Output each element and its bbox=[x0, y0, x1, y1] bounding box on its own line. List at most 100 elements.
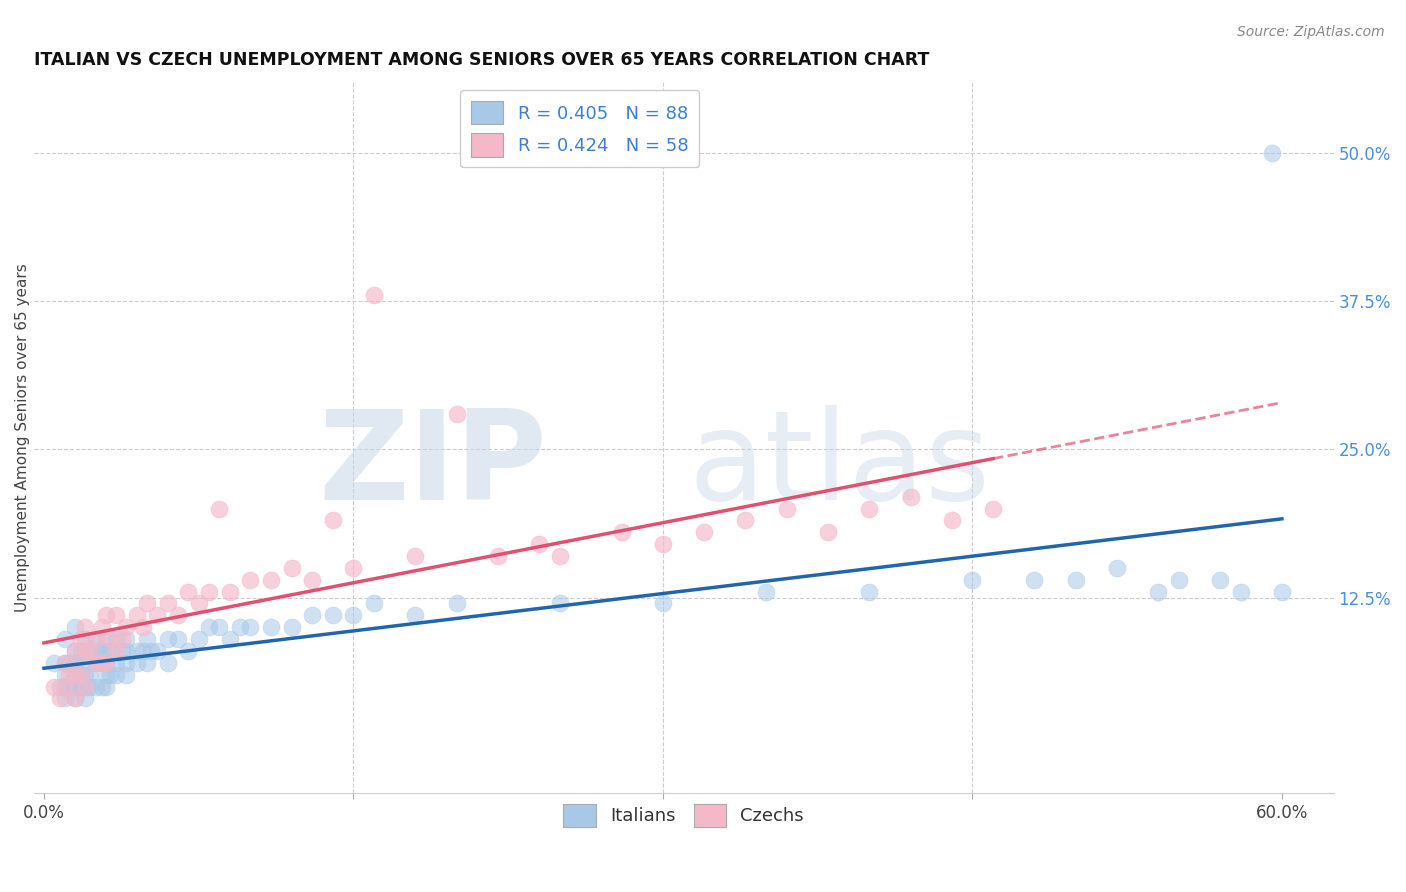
Point bbox=[75, 644, 97, 658]
Point bbox=[75, 680, 97, 694]
Point bbox=[75, 644, 97, 658]
Point bbox=[941, 513, 963, 527]
Point bbox=[301, 608, 323, 623]
Point bbox=[58, 680, 80, 694]
Point bbox=[342, 561, 364, 575]
Point bbox=[1105, 561, 1128, 575]
Point bbox=[208, 501, 231, 516]
Point bbox=[146, 608, 169, 623]
Point bbox=[156, 632, 179, 646]
Point bbox=[115, 632, 138, 646]
Point bbox=[527, 537, 550, 551]
Point bbox=[79, 644, 101, 658]
Point bbox=[167, 608, 190, 623]
Point bbox=[776, 501, 799, 516]
Point bbox=[49, 680, 72, 694]
Point bbox=[115, 656, 138, 670]
Point bbox=[981, 501, 1004, 516]
Point bbox=[105, 632, 128, 646]
Point bbox=[280, 620, 302, 634]
Point bbox=[239, 620, 262, 634]
Point bbox=[63, 667, 86, 681]
Point bbox=[94, 644, 117, 658]
Point bbox=[548, 597, 571, 611]
Text: Source: ZipAtlas.com: Source: ZipAtlas.com bbox=[1237, 25, 1385, 39]
Point bbox=[105, 608, 128, 623]
Point bbox=[94, 608, 117, 623]
Point bbox=[84, 644, 107, 658]
Point bbox=[84, 680, 107, 694]
Point bbox=[363, 288, 385, 302]
Point bbox=[1209, 573, 1232, 587]
Point bbox=[98, 644, 121, 658]
Point bbox=[652, 537, 675, 551]
Point bbox=[63, 691, 86, 706]
Point bbox=[187, 597, 209, 611]
Point bbox=[115, 667, 138, 681]
Point bbox=[53, 680, 76, 694]
Point bbox=[111, 644, 134, 658]
Point bbox=[63, 667, 86, 681]
Point bbox=[84, 656, 107, 670]
Point bbox=[156, 656, 179, 670]
Point bbox=[156, 597, 179, 611]
Point bbox=[652, 597, 675, 611]
Point bbox=[167, 632, 190, 646]
Point bbox=[132, 620, 155, 634]
Point bbox=[260, 573, 283, 587]
Point bbox=[342, 608, 364, 623]
Point bbox=[1167, 573, 1189, 587]
Point bbox=[446, 407, 468, 421]
Point bbox=[70, 667, 93, 681]
Point bbox=[858, 501, 880, 516]
Point bbox=[90, 680, 112, 694]
Point bbox=[187, 632, 209, 646]
Point bbox=[53, 667, 76, 681]
Point bbox=[79, 680, 101, 694]
Point bbox=[125, 608, 148, 623]
Point bbox=[1271, 584, 1294, 599]
Point bbox=[98, 632, 121, 646]
Point bbox=[58, 667, 80, 681]
Point bbox=[1229, 584, 1251, 599]
Point bbox=[755, 584, 778, 599]
Point bbox=[44, 656, 66, 670]
Point bbox=[63, 644, 86, 658]
Text: ZIP: ZIP bbox=[318, 405, 547, 526]
Point bbox=[962, 573, 984, 587]
Point bbox=[115, 644, 138, 658]
Point bbox=[115, 620, 138, 634]
Point bbox=[610, 525, 633, 540]
Point bbox=[94, 656, 117, 670]
Point bbox=[75, 656, 97, 670]
Point bbox=[198, 620, 221, 634]
Point bbox=[177, 644, 200, 658]
Point bbox=[404, 549, 426, 563]
Point bbox=[79, 644, 101, 658]
Point bbox=[900, 490, 922, 504]
Point bbox=[132, 644, 155, 658]
Point bbox=[239, 573, 262, 587]
Point bbox=[98, 667, 121, 681]
Point bbox=[53, 656, 76, 670]
Point bbox=[1064, 573, 1087, 587]
Point bbox=[63, 644, 86, 658]
Point bbox=[90, 644, 112, 658]
Point bbox=[301, 573, 323, 587]
Point bbox=[322, 513, 344, 527]
Text: ITALIAN VS CZECH UNEMPLOYMENT AMONG SENIORS OVER 65 YEARS CORRELATION CHART: ITALIAN VS CZECH UNEMPLOYMENT AMONG SENI… bbox=[34, 51, 929, 69]
Point bbox=[84, 632, 107, 646]
Point bbox=[84, 632, 107, 646]
Point bbox=[75, 620, 97, 634]
Point bbox=[94, 632, 117, 646]
Point bbox=[53, 691, 76, 706]
Point bbox=[446, 597, 468, 611]
Point bbox=[70, 632, 93, 646]
Point bbox=[53, 656, 76, 670]
Point bbox=[53, 632, 76, 646]
Point bbox=[177, 584, 200, 599]
Point bbox=[94, 667, 117, 681]
Point bbox=[218, 584, 240, 599]
Point bbox=[1147, 584, 1170, 599]
Point bbox=[136, 597, 159, 611]
